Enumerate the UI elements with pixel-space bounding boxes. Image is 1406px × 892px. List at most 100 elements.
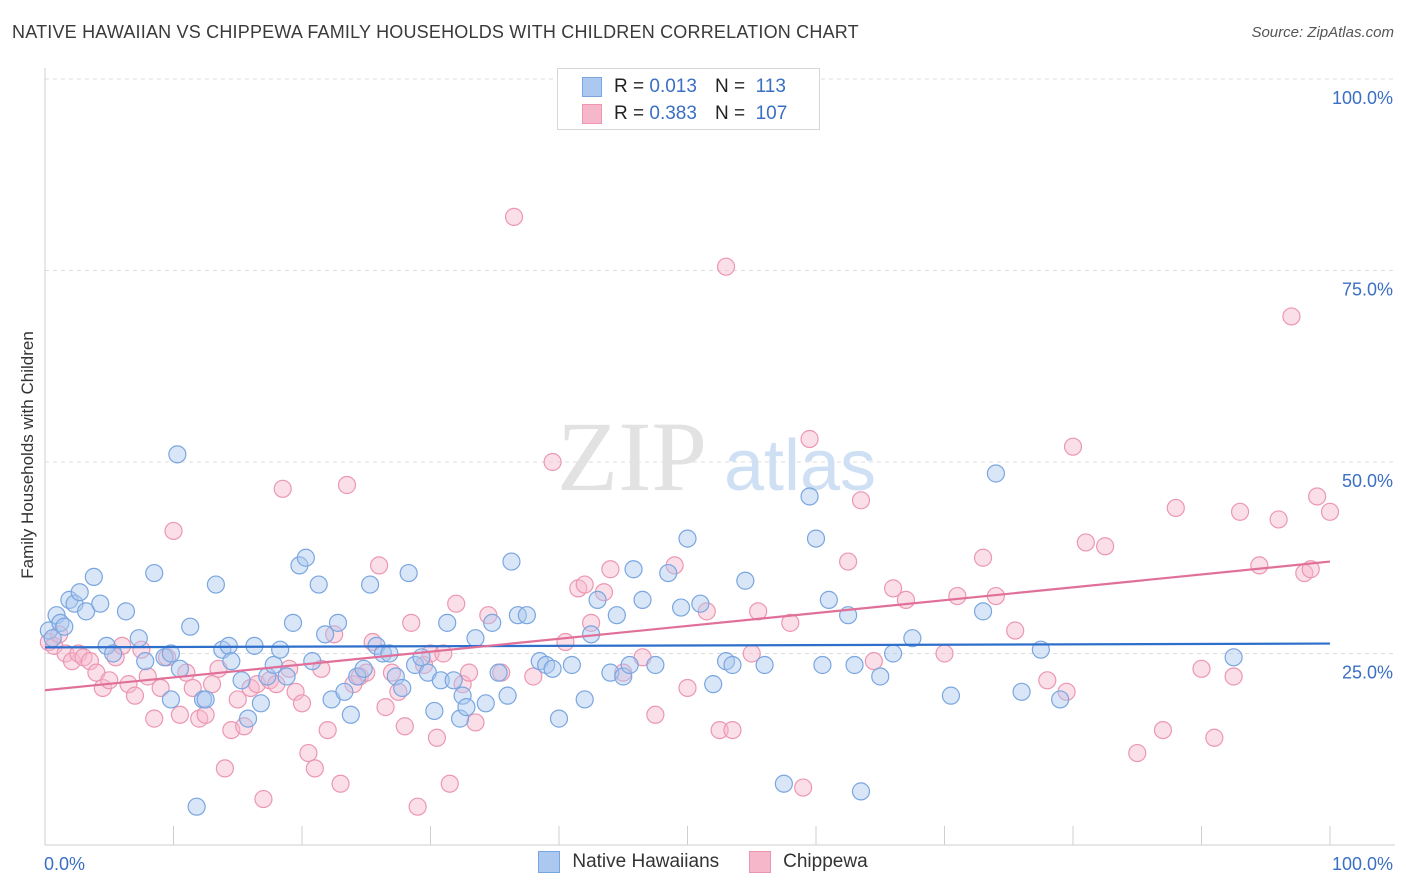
blue-swatch — [582, 77, 602, 97]
native-hawaiians-point — [399, 563, 418, 583]
native-hawaiians-point — [575, 690, 594, 709]
chippewa-point — [1166, 498, 1185, 518]
chippewa-point — [447, 594, 466, 613]
native-hawaiians-point — [170, 659, 190, 678]
chippewa-point — [196, 705, 215, 724]
chippewa-point — [851, 491, 871, 510]
series-legend: Native Hawaiians Chippewa — [0, 851, 1406, 873]
chippewa-point — [1250, 556, 1269, 575]
chippewa-point — [839, 552, 858, 571]
native-hawaiians-point — [659, 563, 678, 583]
chippewa-point — [794, 778, 813, 797]
legend-item-chippewa[interactable]: Chippewa — [749, 851, 868, 873]
native-hawaiians-point — [222, 652, 241, 671]
native-hawaiians-point — [466, 629, 485, 648]
native-hawaiians-point — [129, 629, 148, 648]
grid-lines — [45, 78, 1395, 654]
legend-label: Native Hawaiians — [572, 851, 720, 872]
chippewa-point — [132, 640, 151, 659]
chippewa-point — [948, 586, 967, 606]
tick-labels: 25.0% 50.0% 75.0% 100.0% 0.0% 100.0% — [44, 88, 1393, 874]
chippewa-point — [896, 590, 916, 609]
native-hawaiians-point — [806, 529, 826, 548]
chippewa-point — [202, 675, 222, 694]
native-hawaiians-points — [39, 445, 1243, 816]
native-hawaiians-point — [91, 594, 110, 613]
native-hawaiians-point — [704, 675, 723, 694]
native-hawaiians-point — [483, 613, 502, 632]
native-hawaiians-point — [104, 644, 123, 663]
chippewa-point — [883, 579, 903, 598]
native-hawaiians-point — [774, 774, 793, 793]
native-hawaiians-point — [1012, 682, 1031, 701]
chippewa-point — [1076, 533, 1095, 552]
native-hawaiians-point — [328, 613, 348, 632]
chippewa-point — [80, 652, 100, 671]
native-hawaiians-point — [678, 529, 697, 548]
native-hawaiians-point — [813, 655, 832, 675]
chippewa-point — [183, 678, 202, 698]
legend-n-label: N = — [714, 76, 746, 97]
native-hawaiians-point — [620, 655, 639, 675]
chippewa-point — [1224, 667, 1243, 686]
native-hawaiians-point — [723, 655, 742, 675]
legend-n-value: 113 — [755, 76, 786, 97]
native-hawaiians-point — [361, 575, 380, 594]
chippewa-point — [973, 548, 993, 567]
native-hawaiians-point — [316, 625, 335, 644]
native-hawaiians-point — [633, 590, 652, 609]
native-hawaiians-point — [973, 602, 993, 621]
native-hawaiians-point — [819, 590, 838, 609]
chippewa-trend-line — [44, 560, 1331, 692]
chippewa-point — [864, 652, 883, 671]
chippewa-point — [556, 632, 575, 652]
legend-item-native-hawaiians[interactable]: Native Hawaiians — [538, 851, 719, 873]
chippewa-point — [273, 479, 292, 498]
native-hawaiians-point — [425, 701, 444, 721]
native-hawaiians-point — [168, 445, 187, 464]
native-hawaiians-point — [543, 659, 562, 678]
native-hawaiians-point — [393, 678, 412, 698]
chippewa-point — [459, 663, 479, 682]
native-hawaiians-point — [181, 617, 200, 636]
chippewa-point — [299, 743, 318, 763]
chippewa-point — [164, 521, 183, 541]
native-hawaiians-point — [187, 797, 206, 816]
chippewa-point — [318, 720, 337, 740]
native-hawaiians-point — [800, 487, 819, 506]
native-hawaiians-point — [303, 652, 322, 671]
y-tick-label: 50.0% — [1342, 471, 1393, 491]
native-hawaiians-point — [196, 690, 215, 709]
native-hawaiians-point — [851, 782, 871, 801]
legend-r-label: R = — [614, 76, 645, 97]
chippewa-point — [395, 717, 414, 736]
chippewa-point — [781, 613, 800, 632]
native-hawaiians-point — [646, 655, 665, 675]
native-hawaiians-point — [845, 655, 864, 675]
blue-swatch — [538, 851, 561, 873]
native-hawaiians-point — [691, 594, 710, 613]
chippewa-point — [543, 452, 562, 472]
chippewa-point — [1320, 502, 1340, 521]
native-hawaiians-point — [517, 606, 536, 625]
chippewa-point — [119, 675, 138, 694]
chippewa-point — [125, 686, 145, 705]
y-tick-label: 100.0% — [1332, 88, 1393, 108]
native-hawaiians-point — [238, 709, 258, 728]
x-tick-label: 100.0% — [1332, 854, 1393, 874]
chippewa-point — [170, 705, 190, 724]
legend-r-value: 0.383 — [649, 103, 697, 124]
chippewa-point — [1282, 307, 1301, 326]
native-hawaiians-point — [309, 575, 328, 594]
native-hawaiians-point — [755, 655, 774, 675]
native-hawaiians-point — [251, 694, 270, 713]
native-hawaiians-point — [941, 686, 961, 705]
native-hawaiians-point — [549, 709, 569, 728]
pink-swatch — [582, 104, 602, 124]
chippewa-point — [427, 728, 447, 747]
native-hawaiians-point — [444, 671, 463, 690]
native-hawaiians-point — [116, 602, 136, 621]
chippewa-point — [254, 789, 273, 809]
native-hawaiians-point — [206, 575, 226, 594]
native-hawaiians-point — [354, 659, 373, 678]
